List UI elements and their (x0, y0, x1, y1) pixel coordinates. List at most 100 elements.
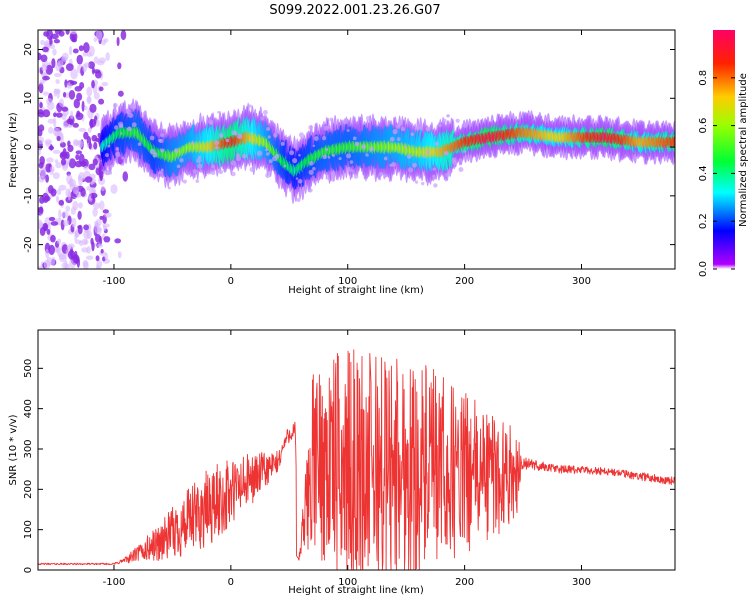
noise-blob (45, 248, 50, 259)
noise-blob (75, 150, 82, 155)
noise-blob (91, 241, 95, 252)
ridge-speckle (218, 133, 224, 138)
colorbar-gradient (713, 30, 735, 269)
noise-blob (38, 129, 43, 137)
ridge-speckle (120, 132, 123, 135)
noise-blob (49, 144, 53, 151)
ridge-speckle (176, 175, 181, 180)
noise-blob (94, 220, 99, 227)
ridge-core (672, 136, 675, 149)
noise-blob (82, 42, 90, 54)
ridge-speckle (383, 156, 388, 161)
noise-blob (59, 141, 66, 148)
ridge-speckle (248, 104, 252, 108)
noise-blob (45, 174, 49, 183)
ridge-speckle (365, 153, 369, 157)
noise-blob (40, 39, 45, 46)
ridge-speckle (289, 150, 295, 156)
ridge-speckle (267, 135, 271, 139)
ridge-speckle (107, 144, 111, 148)
noise-blob (61, 52, 69, 60)
noise-blob (57, 238, 62, 245)
ridge-speckle (159, 138, 164, 144)
ridge-speckle (308, 125, 314, 130)
ridge-speckle (353, 174, 359, 179)
ridge-speckle (160, 133, 165, 138)
noise-blob (49, 44, 56, 50)
ridge-speckle (262, 110, 268, 115)
ridge-speckle (160, 168, 164, 172)
noise-blob (71, 217, 77, 228)
ridge-speckle (325, 176, 329, 180)
noise-blob (103, 224, 107, 232)
ridge-speckle (312, 166, 316, 171)
noise-blob (70, 30, 77, 35)
ridge-speckle (126, 109, 132, 115)
noise-blob (72, 122, 79, 128)
noise-blob (83, 165, 89, 170)
noise-blob (100, 185, 106, 192)
noise-blob (94, 70, 102, 79)
noise-blob (53, 88, 61, 94)
noise-blob (101, 81, 109, 87)
noise-blob (95, 264, 100, 269)
ridge-speckle (331, 153, 335, 157)
noise-blob (86, 86, 93, 97)
ridge-speckle (458, 158, 463, 163)
ridge-speckle (190, 141, 195, 146)
ridge-speckle (272, 156, 278, 162)
noise-blob (78, 45, 84, 52)
spectrogram-x-tick-label: 300 (572, 276, 591, 287)
noise-blob (104, 252, 109, 261)
noise-blob (52, 48, 57, 56)
noise-blob (82, 63, 88, 73)
ridge-speckle (462, 123, 467, 128)
noise-blob (93, 37, 98, 43)
ridge-speckle (210, 170, 216, 176)
noise-blob (68, 178, 77, 187)
noise-blob (53, 112, 57, 118)
noise-blob (40, 54, 48, 63)
ridge-speckle (176, 164, 181, 169)
ridge-speckle (446, 114, 450, 118)
noise-blob (68, 158, 77, 169)
noise-blob (81, 100, 85, 112)
ridge-speckle (257, 150, 263, 156)
noise-blob (50, 234, 56, 243)
ridge-speckle (280, 141, 285, 146)
ridge-speckle (295, 177, 299, 180)
noise-blob (46, 157, 54, 163)
ridge-speckle (158, 170, 163, 175)
noise-blob (83, 131, 89, 140)
noise-blob (101, 39, 107, 46)
noise-blob (58, 209, 62, 220)
noise-blob (48, 244, 55, 255)
ridge-speckle (308, 188, 313, 193)
spectrogram-x-tick-label: -100 (103, 276, 126, 287)
ridge-speckle (378, 172, 383, 177)
noise-blob (76, 54, 84, 65)
spectrogram-x-axis-label: Height of straight line (km) (288, 285, 424, 296)
ridge-speckle (230, 160, 236, 166)
ridge-speckle (112, 102, 118, 108)
snr-y-tick-label: 0 (23, 567, 34, 573)
noise-blob (117, 251, 122, 259)
noise-blob (46, 229, 51, 235)
noise-blob (93, 202, 101, 210)
ridge-speckle (298, 132, 305, 138)
noise-blob (97, 243, 103, 248)
noise-blob (87, 127, 92, 133)
noise-blob (58, 252, 67, 260)
ridge-speckle (214, 140, 220, 146)
noise-blob (74, 232, 78, 242)
spectrogram-x-tick-label: 0 (228, 276, 234, 287)
spectrogram-marks (38, 30, 675, 269)
noise-blob (55, 161, 62, 169)
noise-blob (70, 206, 76, 215)
noise-blob (77, 210, 82, 220)
noise-blob (105, 52, 110, 61)
noise-blob (58, 199, 65, 206)
noise-blob (65, 30, 70, 35)
ridge-speckle (195, 179, 200, 183)
spectrogram-y-tick-label: -10 (23, 188, 34, 204)
